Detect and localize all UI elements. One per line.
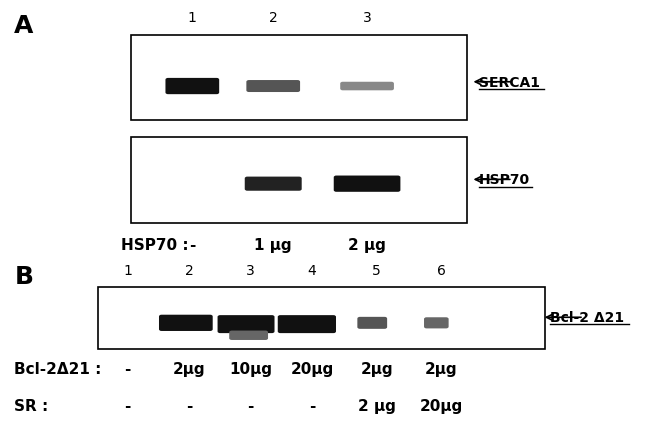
FancyBboxPatch shape [424, 317, 448, 329]
Text: 6: 6 [437, 263, 446, 277]
Text: Bcl-2 Δ21: Bcl-2 Δ21 [551, 310, 625, 325]
FancyBboxPatch shape [246, 81, 300, 93]
FancyBboxPatch shape [166, 79, 219, 95]
Text: SERCA1: SERCA1 [479, 76, 540, 89]
Text: -: - [186, 398, 192, 413]
Text: 4: 4 [307, 263, 317, 277]
Text: Bcl-2Δ21 :: Bcl-2Δ21 : [14, 361, 101, 376]
Text: HSP70 :: HSP70 : [121, 237, 188, 252]
Text: -: - [124, 361, 131, 376]
FancyBboxPatch shape [245, 177, 302, 191]
Text: SR :: SR : [14, 398, 49, 413]
FancyBboxPatch shape [159, 315, 213, 331]
Text: 5: 5 [372, 263, 381, 277]
Text: 1: 1 [188, 11, 197, 25]
Text: 20μg: 20μg [291, 361, 333, 376]
Bar [131, 36, 467, 121]
Text: 1: 1 [123, 263, 132, 277]
FancyBboxPatch shape [340, 83, 394, 91]
Text: 2μg: 2μg [173, 361, 205, 376]
FancyBboxPatch shape [278, 315, 336, 333]
Text: 3: 3 [363, 11, 371, 25]
FancyBboxPatch shape [333, 176, 400, 192]
Text: 2μg: 2μg [361, 361, 393, 376]
Text: -: - [309, 398, 315, 413]
Text: 2 μg: 2 μg [358, 398, 396, 413]
Text: 10μg: 10μg [229, 361, 272, 376]
Text: 2μg: 2μg [425, 361, 458, 376]
Bar [131, 138, 467, 224]
Text: -: - [124, 398, 131, 413]
Text: HSP70: HSP70 [479, 173, 530, 187]
Text: A: A [14, 14, 34, 38]
Text: B: B [14, 264, 33, 288]
Text: 3: 3 [246, 263, 255, 277]
FancyBboxPatch shape [229, 331, 268, 340]
Text: 2: 2 [269, 11, 278, 25]
Text: 1 μg: 1 μg [254, 237, 292, 252]
Text: 20μg: 20μg [420, 398, 463, 413]
Text: -: - [248, 398, 254, 413]
FancyBboxPatch shape [218, 315, 274, 333]
Bar [98, 288, 545, 350]
Text: 2: 2 [185, 263, 194, 277]
Text: -: - [189, 237, 196, 252]
Text: 2 μg: 2 μg [348, 237, 386, 252]
FancyBboxPatch shape [358, 317, 387, 329]
